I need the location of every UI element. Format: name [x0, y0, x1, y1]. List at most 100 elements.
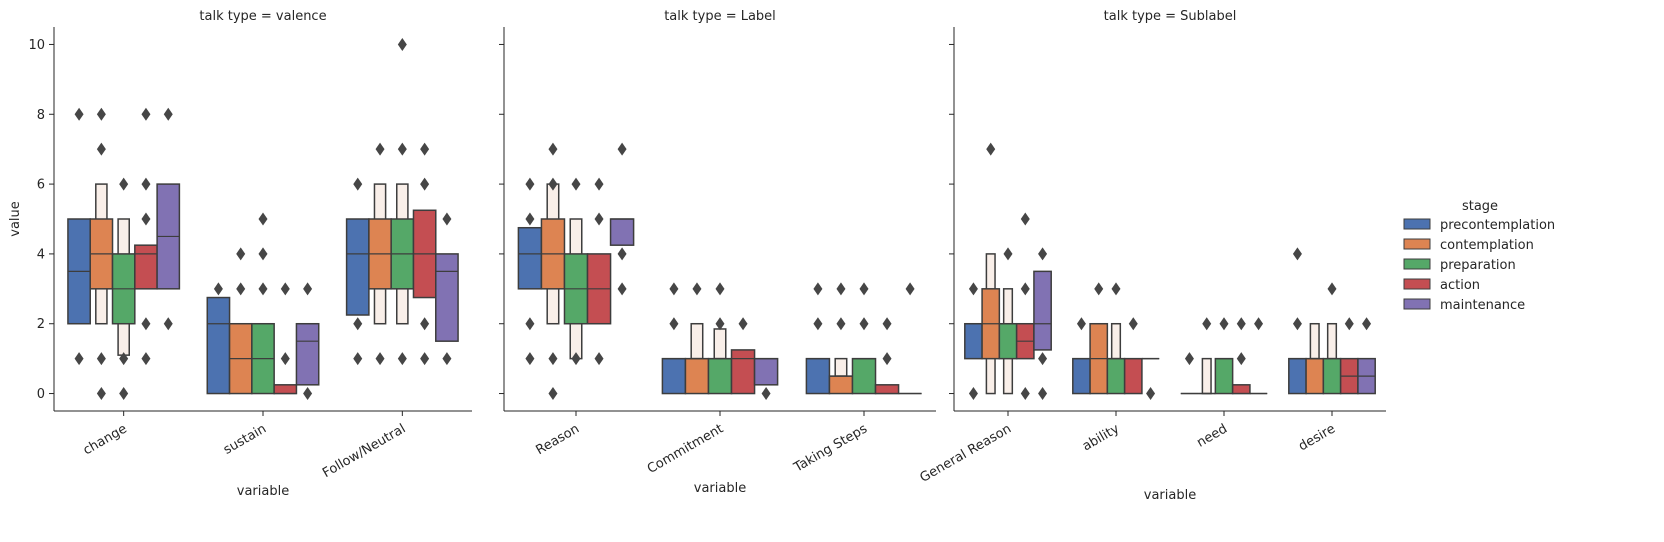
- outlier-point: [1236, 352, 1246, 366]
- legend-label-maintenance: maintenance: [1440, 298, 1525, 313]
- outlier-point: [692, 282, 702, 296]
- outlier-point: [375, 352, 385, 366]
- box-preparation: [1322, 282, 1342, 395]
- box-iqr-precontemplation: [1072, 357, 1091, 395]
- outlier-point: [163, 317, 173, 331]
- facet-panel-0: talk type = valence 0 2 4 6 8 10 value change sus…: [8, 9, 472, 499]
- y-tick-label: 10: [28, 38, 45, 53]
- outlier-point: [1038, 387, 1048, 401]
- box-outer-contemplation: [690, 322, 704, 360]
- outlier-point: [813, 317, 823, 331]
- outlier-point: [1344, 317, 1354, 331]
- outlier-point: [1111, 282, 1121, 296]
- box-action: [730, 317, 756, 395]
- box-outer-contemplation: [1201, 357, 1212, 395]
- outlier-point: [236, 282, 246, 296]
- box-precontemplation: [517, 177, 543, 366]
- box-contemplation: [540, 142, 566, 401]
- outlier-point: [715, 317, 725, 331]
- box-action: [273, 282, 298, 395]
- outlier-point: [258, 212, 268, 226]
- outlier-point: [905, 282, 915, 296]
- legend-label-preparation: preparation: [1440, 258, 1516, 273]
- outlier-point: [280, 352, 290, 366]
- outlier-point: [1003, 247, 1013, 261]
- box-outer-contemplation: [834, 357, 848, 377]
- box-maintenance: [295, 282, 320, 401]
- y-axis-label: value: [8, 201, 23, 237]
- box-preparation: [851, 282, 877, 395]
- box-preparation: [563, 177, 589, 366]
- outlier-point: [1020, 212, 1030, 226]
- box-iqr-maintenance: [435, 253, 459, 342]
- outlier-point: [420, 317, 430, 331]
- outlier-point: [548, 177, 558, 191]
- outlier-point: [525, 317, 535, 331]
- outlier-point: [1236, 317, 1246, 331]
- box-iqr-contemplation: [828, 375, 854, 395]
- outlier-point: [141, 177, 151, 191]
- outlier-point: [882, 352, 892, 366]
- box-iqr-preparation: [1106, 357, 1126, 395]
- outlier-point: [859, 282, 869, 296]
- x-tick-label: Follow/Neutral: [320, 421, 408, 481]
- outlier-point: [594, 352, 604, 366]
- box-iqr-precontemplation: [345, 218, 370, 316]
- outlier-point: [96, 387, 106, 401]
- box-iqr-preparation: [851, 357, 877, 395]
- outlier-point: [353, 177, 363, 191]
- box-preparation: [1214, 317, 1234, 395]
- box-maintenance: [609, 142, 635, 296]
- outlier-point: [74, 352, 84, 366]
- box-iqr-maintenance: [753, 357, 779, 386]
- box-contemplation: [89, 107, 114, 401]
- box-outer-preparation: [1326, 322, 1338, 360]
- outlier-point: [420, 142, 430, 156]
- outlier-point: [525, 352, 535, 366]
- legend: stage precontemplation contemplation prepar…: [1403, 199, 1555, 313]
- outlier-point: [1202, 317, 1212, 331]
- box-iqr-action: [273, 384, 298, 395]
- box-maintenance: [435, 212, 459, 366]
- outlier-point: [280, 282, 290, 296]
- box-iqr-precontemplation: [206, 296, 231, 395]
- box-preparation: [1106, 282, 1126, 395]
- x-tick-label: desire: [1296, 421, 1338, 454]
- outlier-point: [141, 107, 151, 121]
- box-preparation: [251, 212, 275, 395]
- legend-swatch-maintenance: [1403, 298, 1431, 310]
- outlier-point: [1254, 317, 1264, 331]
- box-iqr-maintenance: [609, 218, 635, 246]
- outlier-point: [141, 352, 151, 366]
- outlier-point: [1128, 317, 1138, 331]
- x-axis-label: variable: [237, 484, 289, 499]
- outlier-point: [1038, 247, 1048, 261]
- box-iqr-action: [134, 244, 158, 290]
- outlier-point: [442, 352, 452, 366]
- outlier-point: [968, 387, 978, 401]
- x-tick-label: Commitment: [645, 421, 726, 477]
- outlier-point: [836, 317, 846, 331]
- outlier-point: [141, 317, 151, 331]
- box-precontemplation: [1288, 247, 1307, 395]
- y-tick-label: 8: [37, 108, 45, 123]
- box-iqr-preparation: [707, 357, 733, 395]
- outlier-point: [571, 352, 581, 366]
- outlier-point: [96, 352, 106, 366]
- box-action: [134, 107, 158, 366]
- y-tick-label: 2: [37, 317, 45, 332]
- outlier-point: [594, 212, 604, 226]
- x-axis-label: variable: [1144, 488, 1196, 503]
- box-outer-preparation: [1110, 322, 1122, 360]
- legend-swatch-contemplation: [1403, 238, 1431, 250]
- outlier-point: [761, 387, 771, 401]
- outlier-point: [1076, 317, 1086, 331]
- box-outer-preparation: [713, 328, 727, 360]
- outlier-point: [353, 352, 363, 366]
- box-precontemplation: [1180, 352, 1199, 395]
- outlier-point: [1219, 317, 1229, 331]
- legend-swatch-precontemplation: [1403, 218, 1431, 230]
- box-contemplation: [981, 142, 1001, 395]
- outlier-point: [74, 107, 84, 121]
